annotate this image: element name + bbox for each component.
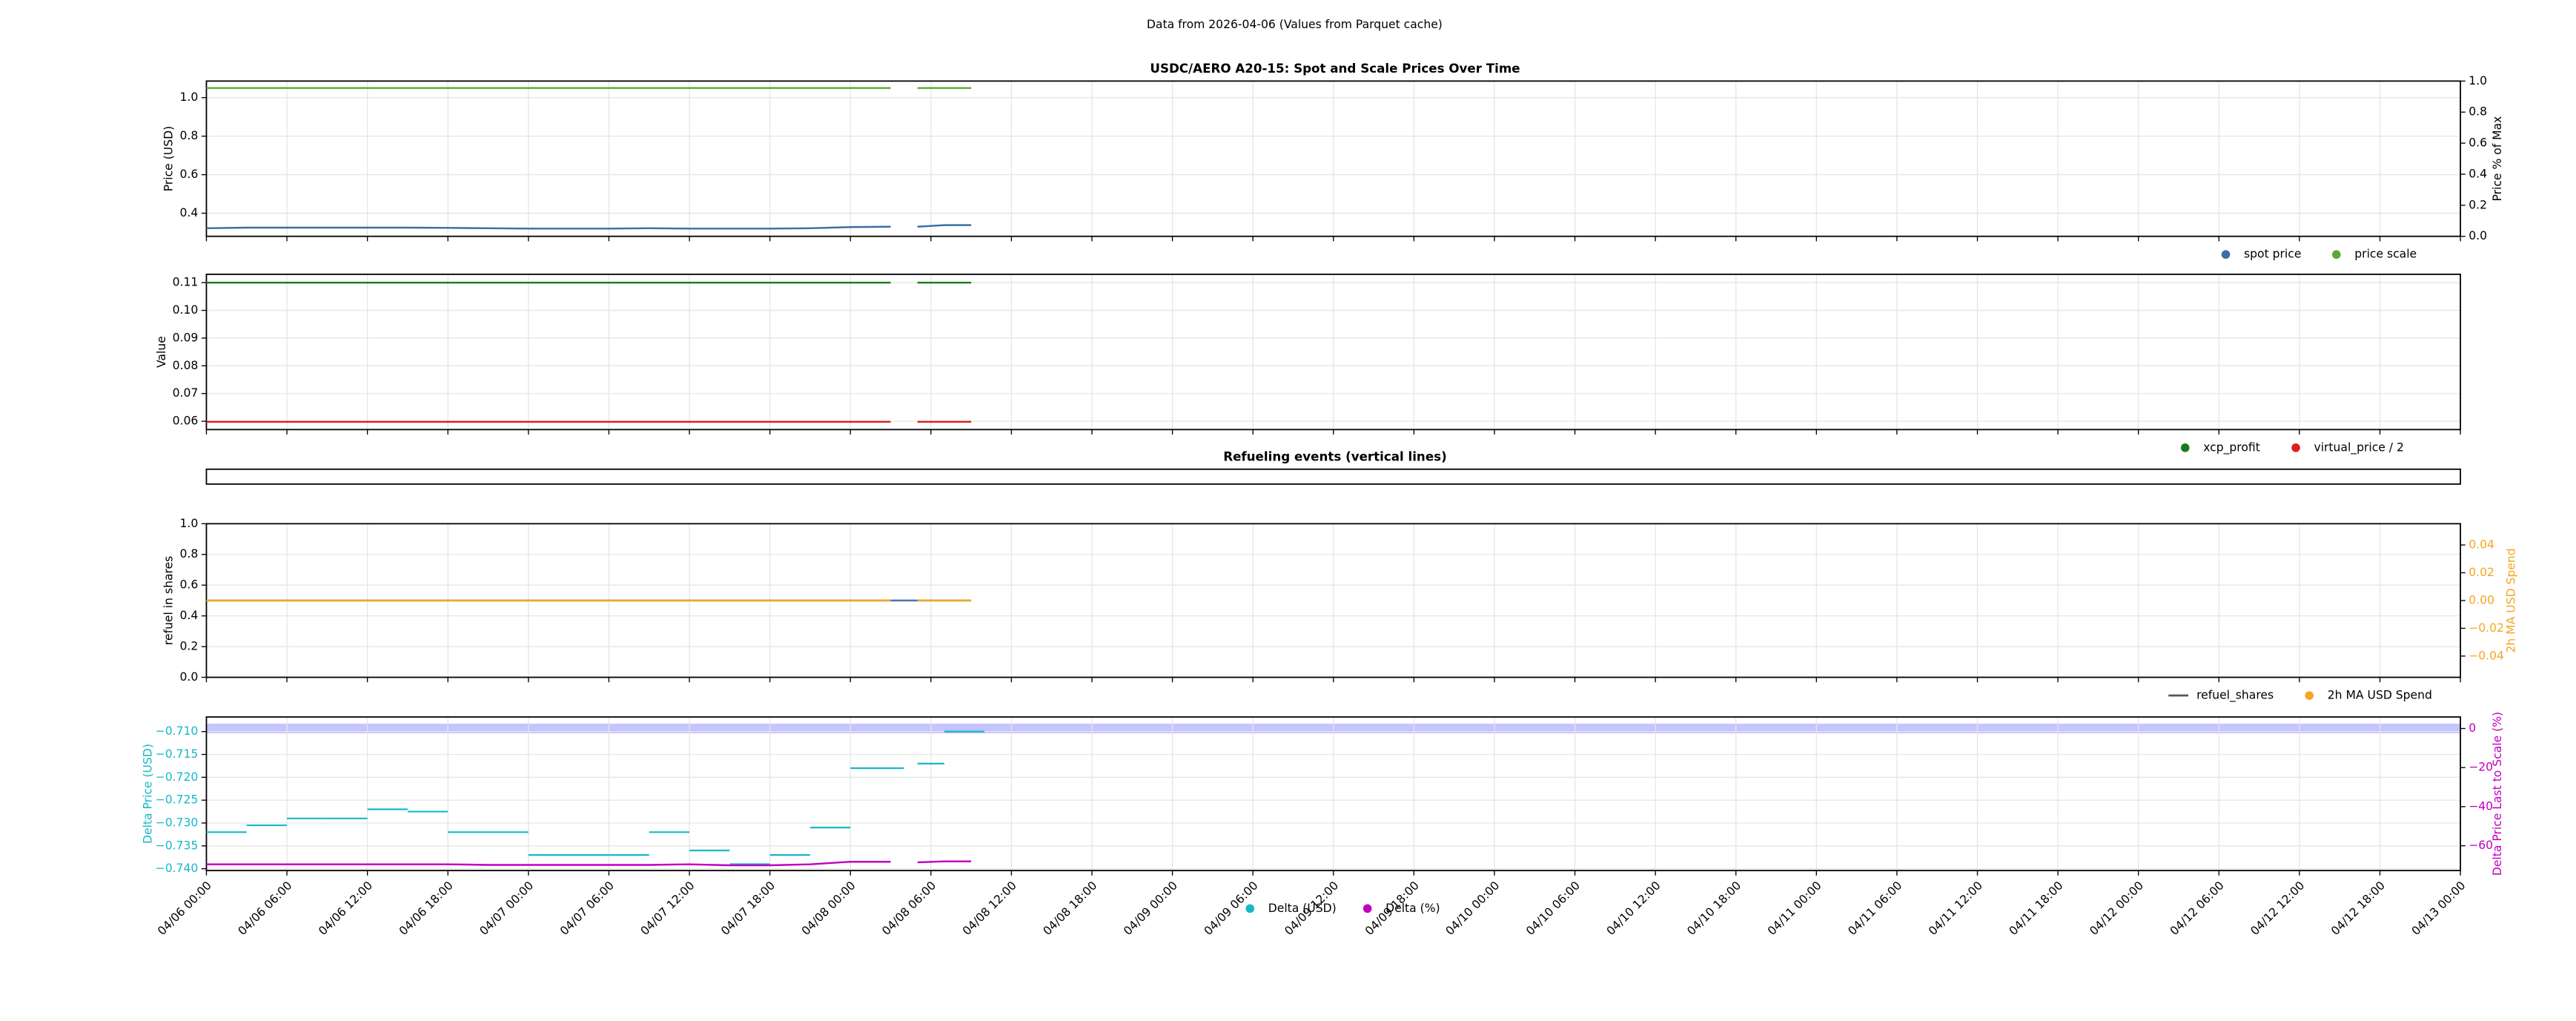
y-tick-label: 0.09 [173,331,199,344]
legend-marker [2180,443,2190,452]
legend-marker [1363,904,1372,913]
axes-frame [205,274,2461,431]
series-line [206,860,972,867]
legend-label: spot price [2244,248,2301,261]
axes-frame [205,716,2461,871]
panel-title: USDC/AERO A20-15: Spot and Scale Prices … [1150,61,1520,76]
y-tick-label: 0.11 [173,276,199,289]
legend-label: price scale [2354,248,2417,261]
suptitle: Data from 2026-04-06 (Values from Parque… [1147,18,1443,31]
y-axis-label: Price (USD) [162,126,176,191]
legend-label: refuel_shares [2196,688,2274,702]
y-tick-label: 0.8 [180,547,199,561]
legend-marker [2291,443,2300,452]
y-tick-label: −0.720 [156,770,199,784]
y2-axis-label: Delta Price Last to Scale (%) [2491,712,2504,876]
y-tick-label: 0.10 [173,303,199,317]
legend-label: Delta (%) [1385,902,1440,915]
y-axis-label: Delta Price (USD) [142,744,155,844]
y-tick-label: −0.715 [156,747,199,761]
axes-frame [205,80,2461,237]
y2-tick-label: −20 [2469,761,2493,774]
y-tick-label: −0.740 [156,862,199,875]
legend-label: 2h MA USD Spend [2328,688,2432,701]
y2-axis-label: 2h MA USD Spend [2505,548,2518,652]
y-tick-label: 0.4 [180,206,199,219]
y-tick-label: −0.735 [156,839,199,852]
y-tick-label: −0.725 [156,793,199,807]
y-tick-label: 0.8 [180,129,199,142]
y2-tick-label: 0 [2469,721,2476,735]
y2-tick-label: 1.0 [2469,74,2487,87]
y-tick-label: 1.0 [180,517,199,530]
y2-tick-label: 0.8 [2469,105,2487,119]
legend-marker [2331,250,2341,260]
y2-tick-label: −40 [2469,799,2493,813]
y2-axis-label: Price % of Max [2491,116,2504,202]
y-tick-label: 0.6 [180,578,199,592]
panel-title: Refueling events (vertical lines) [1223,449,1446,464]
y-axis-label: refuel in shares [162,556,176,645]
y2-tick-label: −60 [2469,839,2493,852]
y-tick-label: 0.4 [180,609,199,622]
y-tick-label: 0.0 [180,670,199,684]
y-tick-label: 0.07 [173,386,199,400]
legend-label: xcp_profit [2203,440,2260,455]
legend-marker [2305,691,2314,700]
y2-tick-label: 0.04 [2469,538,2494,551]
y2-tick-label: 0.00 [2469,593,2494,607]
y-axis-label: Value [155,336,168,368]
y-tick-label: 0.06 [173,414,199,428]
y2-tick-label: 0.6 [2469,136,2487,150]
axes-frame [205,468,2461,485]
legend-label: virtual_price / 2 [2314,440,2403,455]
legend-marker [2221,250,2231,260]
y2-tick-label: 0.02 [2469,566,2494,579]
y2-tick-label: −0.02 [2469,621,2504,635]
legend-marker [1245,904,1255,913]
y2-tick-label: 0.0 [2469,229,2487,242]
y-tick-label: −0.730 [156,816,199,829]
y-tick-label: 0.08 [173,359,199,372]
y2-tick-label: 0.2 [2469,198,2487,211]
y-tick-label: 1.0 [180,90,199,104]
series-line [206,224,972,230]
y2-tick-label: 0.4 [2469,167,2487,180]
y-tick-label: −0.710 [156,724,199,738]
legend-label: Delta (USD) [1268,902,1337,915]
y-tick-label: 0.6 [180,168,199,181]
y-tick-label: 0.2 [180,640,199,653]
y2-tick-label: −0.04 [2469,649,2504,662]
